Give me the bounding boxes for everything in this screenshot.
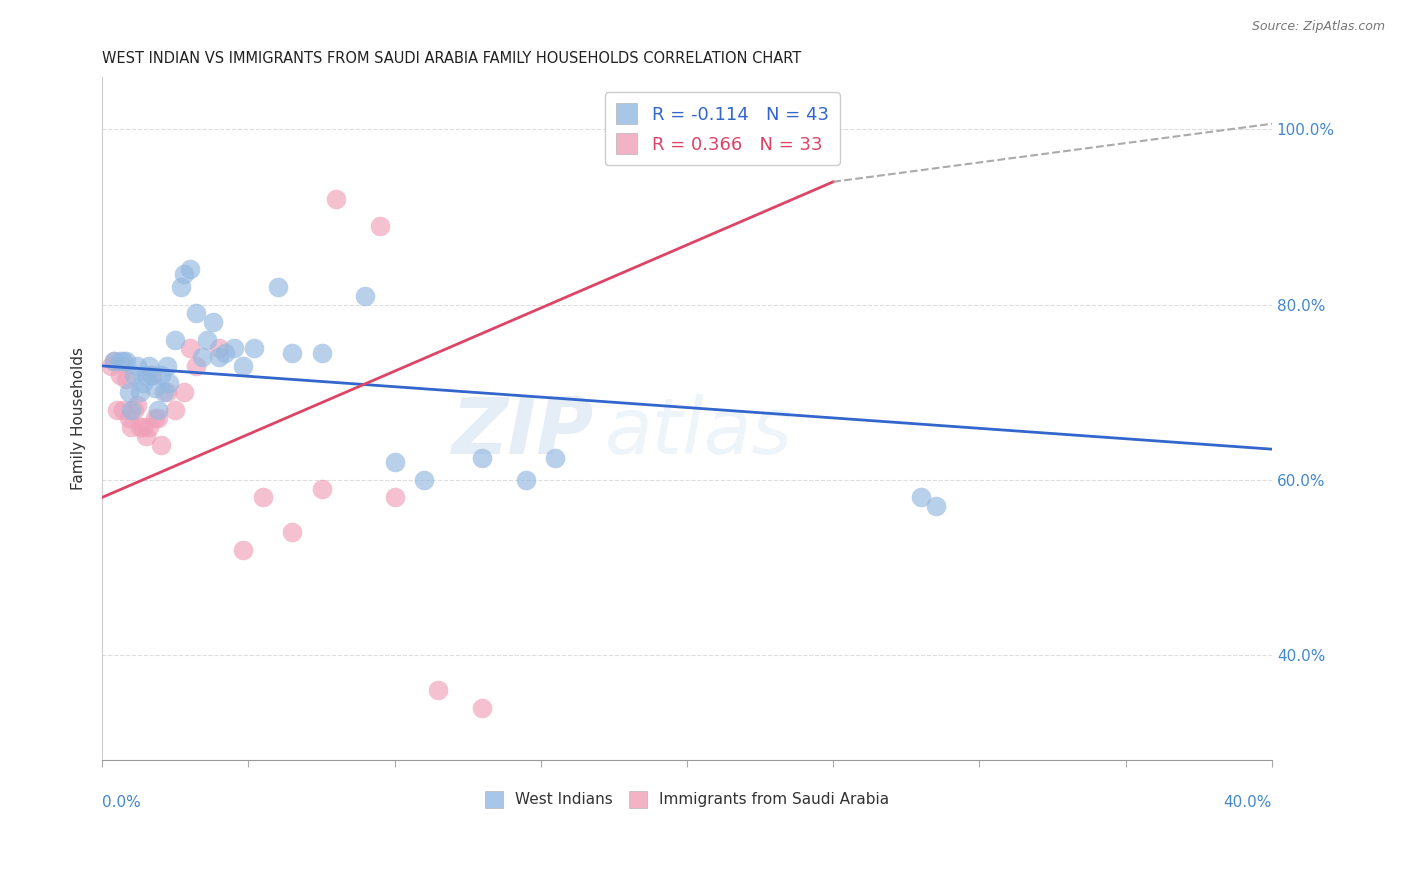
Point [149, 438, 172, 452]
Point [281, 525, 304, 540]
Point [384, 491, 406, 505]
Point [544, 450, 567, 465]
Point [243, 342, 266, 356]
Point [120, 402, 142, 417]
Point [412, 473, 434, 487]
Point [471, 700, 494, 714]
Point [368, 219, 391, 233]
Point [117, 385, 139, 400]
Point [266, 280, 288, 294]
Text: WEST INDIAN VS IMMIGRANTS FROM SAUDI ARABIA FAMILY HOUSEHOLDS CORRELATION CHART: WEST INDIAN VS IMMIGRANTS FROM SAUDI ARA… [103, 51, 801, 66]
Point [184, 306, 207, 320]
Point [179, 262, 201, 277]
Point [103, 354, 125, 368]
Point [173, 385, 195, 400]
Point [135, 368, 157, 382]
Text: Source: ZipAtlas.com: Source: ZipAtlas.com [1251, 20, 1385, 33]
Point [232, 359, 254, 373]
Point [252, 491, 274, 505]
Point [124, 368, 146, 382]
Point [197, 333, 219, 347]
Point [141, 368, 163, 382]
Point [202, 315, 225, 329]
Point [114, 372, 136, 386]
Point [281, 345, 304, 359]
Point [208, 350, 231, 364]
Point [184, 359, 207, 373]
Point [141, 368, 163, 382]
Point [155, 359, 177, 373]
Point [325, 192, 347, 206]
Point [111, 402, 134, 417]
Point [165, 402, 187, 417]
Point [222, 342, 245, 356]
Legend: West Indians, Immigrants from Saudi Arabia: West Indians, Immigrants from Saudi Arab… [479, 784, 896, 814]
Point [127, 359, 149, 373]
Point [146, 411, 169, 425]
Point [146, 402, 169, 417]
Point [132, 376, 155, 391]
Text: ZIP: ZIP [451, 394, 593, 470]
Point [120, 420, 142, 434]
Point [127, 398, 149, 412]
Point [100, 359, 122, 373]
Point [924, 499, 946, 513]
Point [138, 359, 160, 373]
Point [354, 289, 377, 303]
Point [384, 455, 406, 469]
Point [103, 354, 125, 368]
Point [214, 345, 236, 359]
Point [117, 411, 139, 425]
Point [143, 381, 166, 395]
Text: 40.0%: 40.0% [1223, 796, 1272, 811]
Point [311, 345, 333, 359]
Point [108, 368, 131, 382]
Y-axis label: Family Households: Family Households [72, 347, 86, 490]
Point [108, 354, 131, 368]
Point [152, 385, 174, 400]
Point [179, 342, 201, 356]
Point [471, 450, 494, 465]
Point [910, 491, 932, 505]
Point [111, 354, 134, 368]
Point [311, 482, 333, 496]
Point [129, 420, 152, 434]
Point [143, 411, 166, 425]
Point [124, 402, 146, 417]
Point [149, 368, 172, 382]
Point [173, 267, 195, 281]
Point [232, 543, 254, 558]
Text: 0.0%: 0.0% [103, 796, 141, 811]
Point [135, 429, 157, 443]
Point [129, 385, 152, 400]
Point [159, 376, 181, 391]
Point [132, 420, 155, 434]
Point [427, 683, 450, 698]
Point [208, 342, 231, 356]
Point [190, 350, 212, 364]
Point [114, 354, 136, 368]
Text: atlas: atlas [605, 394, 793, 470]
Point [138, 420, 160, 434]
Point [165, 333, 187, 347]
Point [170, 280, 193, 294]
Point [155, 385, 177, 400]
Point [515, 473, 537, 487]
Point [105, 402, 128, 417]
